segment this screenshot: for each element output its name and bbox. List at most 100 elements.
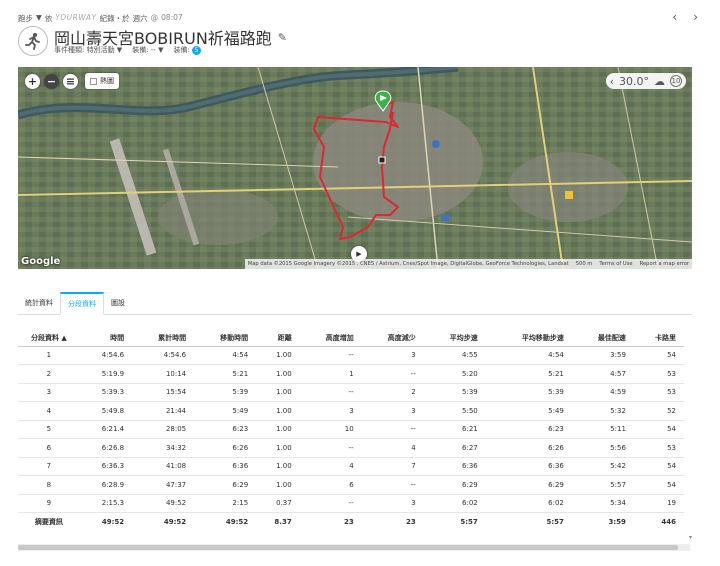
gear-label: 装備: 5 [173,45,202,55]
gear-count-badge[interactable]: 5 [192,46,202,55]
table-row: 2 5:19.9 10:14 5:21 1.00 1 -- 5:20 5:21 4:57 53 [18,364,684,384]
split-number: 1 [18,346,80,365]
tab-splits[interactable]: 分段資料 [60,292,104,315]
split-number: 8 [18,475,80,495]
zoom-out-button[interactable]: − [44,74,59,89]
elevation-gain: -- [299,346,362,365]
weather-widget[interactable]: ‹ 30.0° ☁ 10 [605,73,686,89]
scrollbar-thumb[interactable] [18,545,678,550]
distance: 1.00 [256,346,300,365]
runner-icon [18,26,48,56]
play-button[interactable]: ▶ [351,246,367,262]
split-number: 4 [18,401,80,421]
poi-icon[interactable] [432,140,440,148]
avg-pace: 4:55 [423,346,486,365]
split-number: 9 [18,494,80,513]
gear-select[interactable]: 裝備: -- ▼ [132,46,164,54]
calories: 53 [633,364,684,384]
distance: 1.00 [256,420,300,439]
activity-nav: ‹ › [672,10,698,24]
splits-table: 分段資料 ▲ 時間 累計時間 移動時間 距離 高度增加 高度減少 平均步速 平均移動步速 最佳配速… [18,330,684,531]
user-name[interactable]: YOURWAY [55,13,97,22]
start-marker-icon[interactable] [374,90,392,112]
tab-charts[interactable]: 圖設 [111,299,125,307]
cumulative-time: 21:44 [132,401,195,421]
elevation-loss: 3 [361,494,424,513]
activity-meta: 事件種類: 特別活動 ▼ 裝備: -- ▼ 装備: 5 [54,45,202,55]
calories-header[interactable]: 卡路里 [633,330,684,347]
avg-pace-header[interactable]: 平均步速 [423,330,486,347]
time-header[interactable]: 時間 [79,330,133,347]
table-row: 5 6:21.4 28:05 6:23 1.00 10 -- 6:21 6:23 5:11 54 [18,420,684,439]
terms-link[interactable]: Terms of Use [599,261,633,267]
event-type-select[interactable]: 事件種類: 特別活動 ▼ [54,46,123,54]
breadcrumb-date: 週六 [132,14,148,23]
split-header[interactable]: 分段資料 ▲ [18,330,80,347]
split-time: 6:36.3 [79,457,133,476]
breadcrumb-at: @ [150,13,159,22]
tab-stats[interactable]: 統計資料 [25,299,53,307]
pencil-icon[interactable]: ✎ [277,30,288,44]
zoom-in-button[interactable]: + [25,74,40,89]
heatmap-toggle[interactable]: 熱圖 [85,73,119,89]
next-activity-icon[interactable]: › [693,10,698,24]
heatmap-checkbox[interactable] [90,77,97,85]
table-row: 4 5:49.8 21:44 5:49 1.00 3 3 5:50 5:49 5:32 52 [18,401,684,421]
table-row: 8 6:28.9 47:37 6:29 1.00 6 -- 6:29 6:29 5:57 54 [18,475,684,495]
report-link[interactable]: Report a map error [639,261,689,267]
breadcrumb-time: 08:07 [161,13,183,22]
summary-split-time: 49:52 [101,518,125,526]
elevation-loss-header[interactable]: 高度減少 [361,330,424,347]
distance-header[interactable]: 距離 [256,330,300,347]
avg-pace: 5:50 [423,401,486,421]
bus-icon[interactable] [441,215,449,221]
best-pace: 5:32 [571,401,634,421]
breadcrumb: 跑步 ▼ 依 YOURWAY 紀錄・於 週六 @ 08:07 [18,13,183,24]
split-time: 2:15.3 [79,494,133,513]
chevron-down-icon[interactable]: ▼ [36,13,42,22]
distance: 1.00 [256,457,300,476]
elevation-gain: 3 [299,401,362,421]
elevation-loss: 4 [361,438,424,458]
split-number: 6 [18,438,80,458]
summary-calories: 446 [661,518,676,526]
distance: 1.00 [256,401,300,421]
calories: 54 [633,420,684,439]
route-path [313,101,399,240]
layers-icon[interactable]: ≡ [63,74,78,89]
moving-time: 6:36 [194,457,257,476]
activity-title-text[interactable]: 岡山壽天宮BOBIRUN祈福路跑 [54,29,272,48]
elevation-gain: -- [299,494,362,513]
breadcrumb-section[interactable]: 跑步 [18,14,33,23]
route-map[interactable]: + − ≡ 熱圖 ‹ 30.0° ☁ 10 ▶ Google Map data … [18,67,692,269]
moving-time: 6:29 [194,475,257,495]
detail-tabs: 統計資料 分段資料 圖設 [18,292,692,315]
cumulative-time-header[interactable]: 累計時間 [132,330,195,347]
cumulative-time: 47:37 [132,475,195,495]
elevation-loss: 3 [361,401,424,421]
elevation-gain: -- [299,383,362,402]
moving-time-header[interactable]: 移動時間 [194,330,257,347]
satellite-map-image [18,67,692,269]
finish-marker-icon[interactable] [378,156,386,164]
cumulative-time: 28:05 [132,420,195,439]
split-time: 5:39.3 [79,383,133,402]
avg-pace: 6:29 [423,475,486,495]
horizontal-scrollbar[interactable] [18,544,690,551]
breadcrumb-recorded: 紀錄・於 [99,14,130,23]
split-number: 5 [18,420,80,439]
split-time: 5:49.8 [79,401,133,421]
best-pace-header[interactable]: 最佳配速 [571,330,634,347]
avg-moving-pace-header[interactable]: 平均移動步速 [485,330,572,347]
station-icon[interactable] [565,191,573,199]
calories: 53 [633,383,684,402]
chevron-left-icon[interactable]: ‹ [609,74,614,88]
previous-activity-icon[interactable]: ‹ [672,10,678,24]
elevation-loss: 3 [361,346,424,365]
gear-label-text: 装備: [173,46,190,54]
avg-pace: 5:39 [423,383,486,402]
scroll-down-icon[interactable]: ▾ [688,534,692,541]
split-time: 5:19.9 [79,364,133,384]
elevation-gain: 1 [299,364,362,384]
elevation-gain-header[interactable]: 高度增加 [299,330,362,347]
